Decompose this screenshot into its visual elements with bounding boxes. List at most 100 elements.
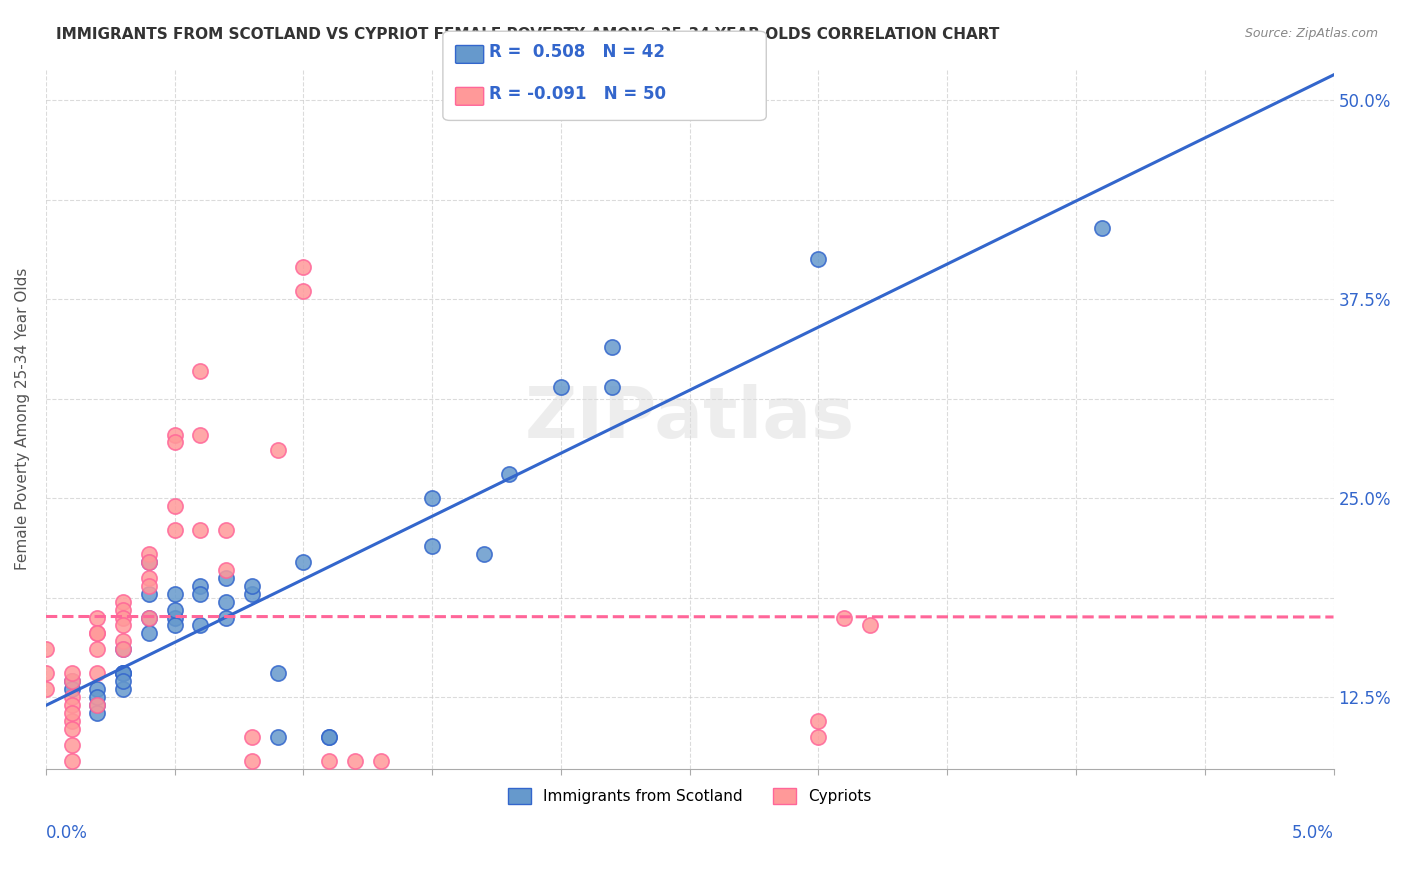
Text: IMMIGRANTS FROM SCOTLAND VS CYPRIOT FEMALE POVERTY AMONG 25-34 YEAR OLDS CORRELA: IMMIGRANTS FROM SCOTLAND VS CYPRIOT FEMA…: [56, 27, 1000, 42]
Point: [498, 467, 520, 482]
Text: ZIPatlas: ZIPatlas: [524, 384, 855, 453]
Text: R = -0.091   N = 50: R = -0.091 N = 50: [489, 85, 666, 103]
Point: [215, 563, 238, 577]
Y-axis label: Female Poverty Among 25-34 Year Olds: Female Poverty Among 25-34 Year Olds: [15, 268, 30, 570]
Text: 5.0%: 5.0%: [1292, 824, 1333, 842]
Point: [240, 587, 263, 601]
Point: [163, 587, 186, 601]
Point: [60, 674, 83, 689]
Point: [86, 642, 108, 657]
Point: [190, 523, 212, 537]
Point: [86, 626, 108, 640]
Point: [112, 666, 135, 681]
Point: [370, 754, 392, 768]
Point: [163, 523, 186, 537]
Point: [112, 602, 135, 616]
Point: [86, 610, 108, 624]
Point: [138, 610, 160, 624]
Point: [190, 587, 212, 601]
Point: [60, 666, 83, 681]
Point: [112, 682, 135, 697]
Point: [163, 602, 186, 616]
Point: [240, 730, 263, 744]
Point: [112, 634, 135, 648]
Point: [138, 626, 160, 640]
Point: [190, 579, 212, 593]
Point: [35, 682, 58, 697]
Point: [190, 364, 212, 378]
Point: [472, 547, 495, 561]
Point: [138, 579, 160, 593]
Point: [112, 618, 135, 632]
Point: [343, 754, 366, 768]
Point: [86, 706, 108, 720]
Point: [35, 666, 58, 681]
Point: [318, 730, 340, 744]
Point: [60, 698, 83, 712]
Point: [420, 491, 443, 505]
Point: [318, 754, 340, 768]
Point: [86, 666, 108, 681]
Text: 0.0%: 0.0%: [46, 824, 87, 842]
Text: Source: ZipAtlas.com: Source: ZipAtlas.com: [1244, 27, 1378, 40]
Point: [60, 722, 83, 736]
Point: [138, 555, 160, 569]
Point: [138, 587, 160, 601]
Point: [60, 690, 83, 704]
Point: [215, 594, 238, 608]
Point: [112, 594, 135, 608]
Point: [807, 714, 830, 728]
Point: [60, 706, 83, 720]
Legend: Immigrants from Scotland, Cypriots: Immigrants from Scotland, Cypriots: [502, 782, 877, 810]
Point: [292, 260, 315, 275]
Point: [318, 730, 340, 744]
Point: [60, 738, 83, 752]
Point: [112, 642, 135, 657]
Point: [215, 571, 238, 585]
Point: [60, 682, 83, 697]
Point: [1091, 220, 1114, 235]
Point: [86, 682, 108, 697]
Point: [60, 674, 83, 689]
Point: [267, 443, 290, 458]
Point: [86, 626, 108, 640]
Point: [602, 340, 624, 354]
Point: [112, 642, 135, 657]
Point: [859, 618, 882, 632]
Point: [807, 730, 830, 744]
Point: [60, 754, 83, 768]
Point: [112, 666, 135, 681]
Point: [215, 610, 238, 624]
Point: [138, 571, 160, 585]
Point: [112, 610, 135, 624]
Point: [163, 427, 186, 442]
Point: [292, 555, 315, 569]
Point: [60, 714, 83, 728]
Point: [86, 690, 108, 704]
Point: [163, 610, 186, 624]
Point: [292, 285, 315, 299]
Point: [138, 555, 160, 569]
Point: [163, 618, 186, 632]
Point: [832, 610, 855, 624]
Point: [240, 754, 263, 768]
Point: [190, 427, 212, 442]
Point: [163, 499, 186, 513]
Point: [602, 380, 624, 394]
Point: [215, 523, 238, 537]
Point: [112, 666, 135, 681]
Point: [807, 252, 830, 267]
Point: [138, 547, 160, 561]
Point: [86, 698, 108, 712]
Point: [240, 579, 263, 593]
Point: [138, 610, 160, 624]
Point: [163, 435, 186, 450]
Text: R =  0.508   N = 42: R = 0.508 N = 42: [489, 43, 665, 61]
Point: [550, 380, 572, 394]
Point: [420, 539, 443, 553]
Point: [112, 674, 135, 689]
Point: [86, 698, 108, 712]
Point: [267, 666, 290, 681]
Point: [35, 642, 58, 657]
Point: [190, 618, 212, 632]
